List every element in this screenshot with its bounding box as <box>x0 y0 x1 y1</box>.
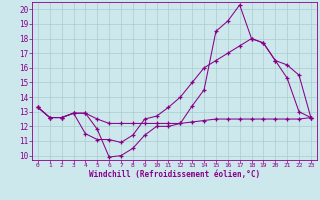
X-axis label: Windchill (Refroidissement éolien,°C): Windchill (Refroidissement éolien,°C) <box>89 170 260 179</box>
